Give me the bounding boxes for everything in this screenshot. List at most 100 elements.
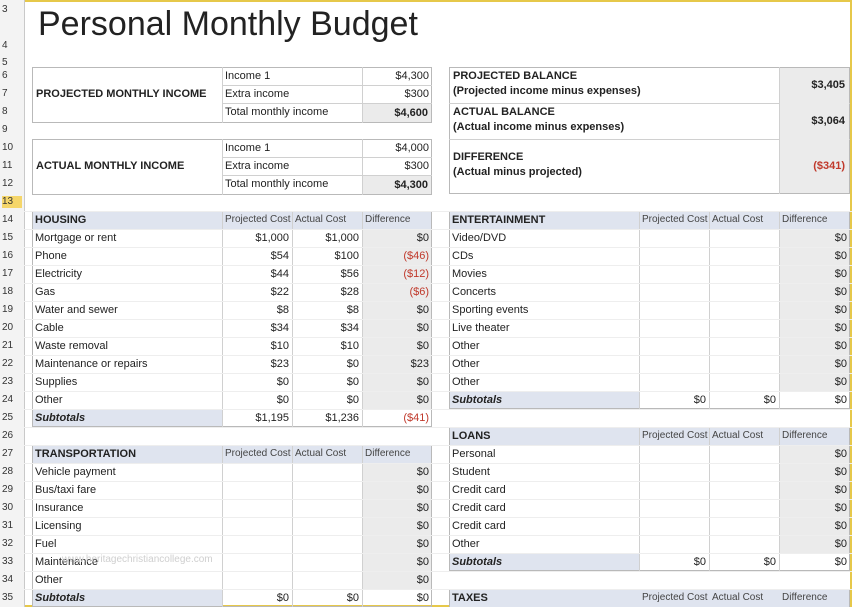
housing-row-actual[interactable]: $100 (334, 250, 359, 262)
row-number[interactable]: 16 (2, 250, 14, 261)
row-number[interactable]: 10 (2, 142, 14, 153)
housing-row-actual[interactable]: $0 (346, 358, 359, 370)
row-number[interactable]: 34 (2, 574, 14, 585)
transportation-title: TRANSPORTATION (35, 448, 137, 460)
housing-row-actual[interactable]: $0 (346, 394, 359, 406)
row-header-column[interactable]: 3 4 5 6 7 8 9 10 11 12 13 14 15 16 17 18 19 20 21 22 23 24 25 2… (0, 0, 25, 607)
projected-income-box (32, 67, 432, 123)
transportation-header-bar (33, 446, 431, 463)
housing-row-actual[interactable]: $56 (340, 268, 359, 280)
housing-row-projected[interactable]: $44 (270, 268, 289, 280)
row-number[interactable]: 28 (2, 466, 14, 477)
row-number[interactable]: 9 (2, 124, 8, 135)
housing-row-projected[interactable]: $22 (270, 286, 289, 298)
projected-extra-income-value[interactable]: $300 (404, 88, 429, 100)
housing-row-difference: $0 (416, 376, 429, 388)
housing-row-projected[interactable]: $0 (276, 394, 289, 406)
gridline (24, 427, 852, 428)
row-number[interactable]: 13 (2, 196, 22, 208)
housing-row-actual[interactable]: $1,000 (325, 232, 359, 244)
housing-row-label: Cable (35, 322, 64, 334)
row-number[interactable]: 19 (2, 304, 14, 315)
row-number[interactable]: 6 (2, 70, 8, 81)
housing-row-actual[interactable]: $34 (340, 322, 359, 334)
row-number[interactable]: 35 (2, 592, 14, 603)
actual-income-1-value[interactable]: $4,000 (395, 142, 429, 154)
projected-income-1-value[interactable]: $4,300 (395, 70, 429, 82)
row-number[interactable]: 17 (2, 268, 14, 279)
loans-row-difference: $0 (834, 502, 847, 514)
transportation-row-label: Fuel (35, 538, 57, 550)
row-number[interactable]: 8 (2, 106, 8, 117)
housing-row-projected[interactable]: $10 (270, 340, 289, 352)
transportation-row-label: Licensing (35, 520, 82, 532)
actual-cost-header: Actual Cost (712, 430, 764, 441)
loans-row-label: Credit card (452, 520, 506, 532)
housing-row-actual[interactable]: $10 (340, 340, 359, 352)
row-number[interactable]: 23 (2, 376, 14, 387)
row-number[interactable]: 27 (2, 448, 14, 459)
row-number[interactable]: 29 (2, 484, 14, 495)
housing-row-label: Maintenance or repairs (35, 358, 148, 370)
housing-row-actual[interactable]: $28 (340, 286, 359, 298)
row-number[interactable]: 14 (2, 214, 14, 225)
gridline (24, 337, 852, 338)
projected-cost-header: Projected Cost (225, 448, 291, 459)
actual-cost-header: Actual Cost (712, 592, 764, 603)
projected-extra-income-label: Extra income (225, 88, 290, 100)
row-number[interactable]: 20 (2, 322, 14, 333)
loans-row-label: Other (452, 538, 480, 550)
actual-balance-subtitle: (Actual income minus expenses) (453, 121, 625, 133)
row-number[interactable]: 3 (2, 4, 8, 15)
gridline (24, 265, 852, 266)
row-number[interactable]: 15 (2, 232, 14, 243)
row-number[interactable]: 4 (2, 40, 8, 51)
difference-title: DIFFERENCE (453, 151, 524, 163)
housing-row-difference: $23 (410, 358, 429, 370)
row-number[interactable]: 32 (2, 538, 14, 549)
housing-row-projected[interactable]: $0 (276, 376, 289, 388)
projected-cost-header: Projected Cost (642, 214, 708, 225)
housing-row-projected[interactable]: $23 (270, 358, 289, 370)
housing-row-actual[interactable]: $0 (346, 376, 359, 388)
housing-row-label: Other (35, 394, 63, 406)
row-number[interactable]: 21 (2, 340, 14, 351)
housing-row-difference: ($12) (403, 268, 429, 280)
column-divider (709, 211, 710, 409)
row-number[interactable]: 22 (2, 358, 14, 369)
row-number[interactable]: 31 (2, 520, 14, 531)
row-number[interactable]: 12 (2, 178, 14, 189)
row-number[interactable]: 18 (2, 286, 14, 297)
row-number[interactable]: 24 (2, 394, 14, 405)
housing-subtotal-bar (33, 410, 222, 426)
row-number[interactable]: 7 (2, 88, 8, 99)
transportation-row-label: Maintenance (35, 556, 98, 568)
loans-subtotal-bar (450, 554, 639, 570)
gridline (24, 589, 852, 590)
housing-row-projected[interactable]: $34 (270, 322, 289, 334)
difference-subtitle: (Actual minus projected) (453, 166, 582, 178)
housing-row-label: Supplies (35, 376, 78, 388)
gridline (24, 373, 852, 374)
row-number[interactable]: 5 (2, 57, 8, 68)
housing-row-difference: ($6) (409, 286, 429, 298)
transportation-subtotal-difference: $0 (416, 592, 429, 604)
row-number[interactable]: 30 (2, 502, 14, 513)
row-number[interactable]: 33 (2, 556, 14, 567)
column-divider (639, 211, 640, 409)
row-number[interactable]: 25 (2, 412, 14, 423)
actual-extra-income-value[interactable]: $300 (404, 160, 429, 172)
column-divider (362, 445, 363, 607)
loans-row-difference: $0 (834, 466, 847, 478)
row-number[interactable]: 26 (2, 430, 14, 441)
row-number[interactable]: 11 (2, 160, 13, 171)
transportation-subtotal-actual: $0 (346, 592, 359, 604)
gridline (24, 301, 852, 302)
housing-row-actual[interactable]: $8 (346, 304, 359, 316)
housing-row-projected[interactable]: $8 (276, 304, 289, 316)
housing-row-projected[interactable]: $1,000 (255, 232, 289, 244)
difference-header: Difference (365, 214, 411, 225)
housing-row-projected[interactable]: $54 (270, 250, 289, 262)
gridline (24, 499, 852, 500)
actual-balance-title: ACTUAL BALANCE (453, 106, 555, 118)
